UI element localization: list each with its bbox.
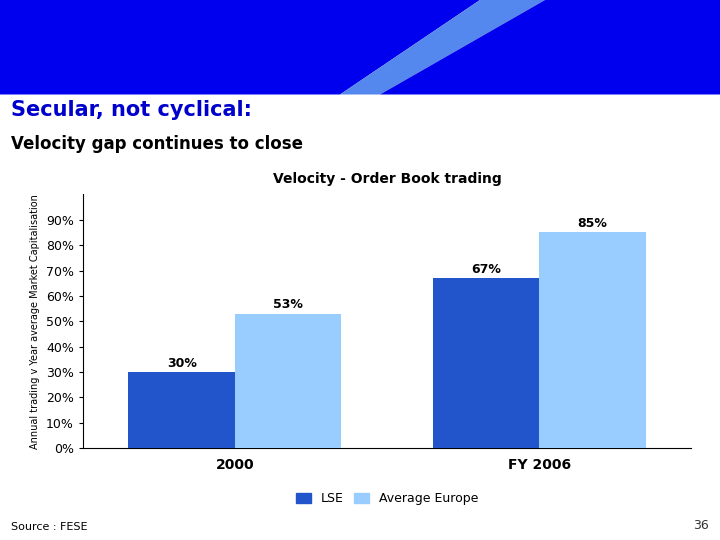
Text: Velocity gap continues to close: Velocity gap continues to close	[11, 135, 303, 153]
Polygon shape	[0, 0, 480, 94]
Legend: LSE, Average Europe: LSE, Average Europe	[291, 488, 483, 510]
Polygon shape	[380, 0, 720, 94]
Text: 36: 36	[693, 519, 709, 532]
Text: Secular, not cyclical:: Secular, not cyclical:	[11, 100, 252, 120]
Bar	[235, 314, 341, 448]
Y-axis label: Annual trading v Year average Market Capitalisation: Annual trading v Year average Market Cap…	[30, 194, 40, 449]
Text: 85%: 85%	[577, 217, 607, 230]
Bar	[128, 372, 235, 448]
Text: 67%: 67%	[471, 262, 501, 275]
Text: 30%: 30%	[167, 356, 197, 369]
Bar	[539, 232, 646, 448]
Text: Source : FESE: Source : FESE	[11, 522, 87, 532]
Polygon shape	[340, 0, 545, 94]
Bar	[433, 278, 539, 448]
Text: 53%: 53%	[273, 298, 303, 311]
Title: Velocity - Order Book trading: Velocity - Order Book trading	[273, 172, 501, 186]
